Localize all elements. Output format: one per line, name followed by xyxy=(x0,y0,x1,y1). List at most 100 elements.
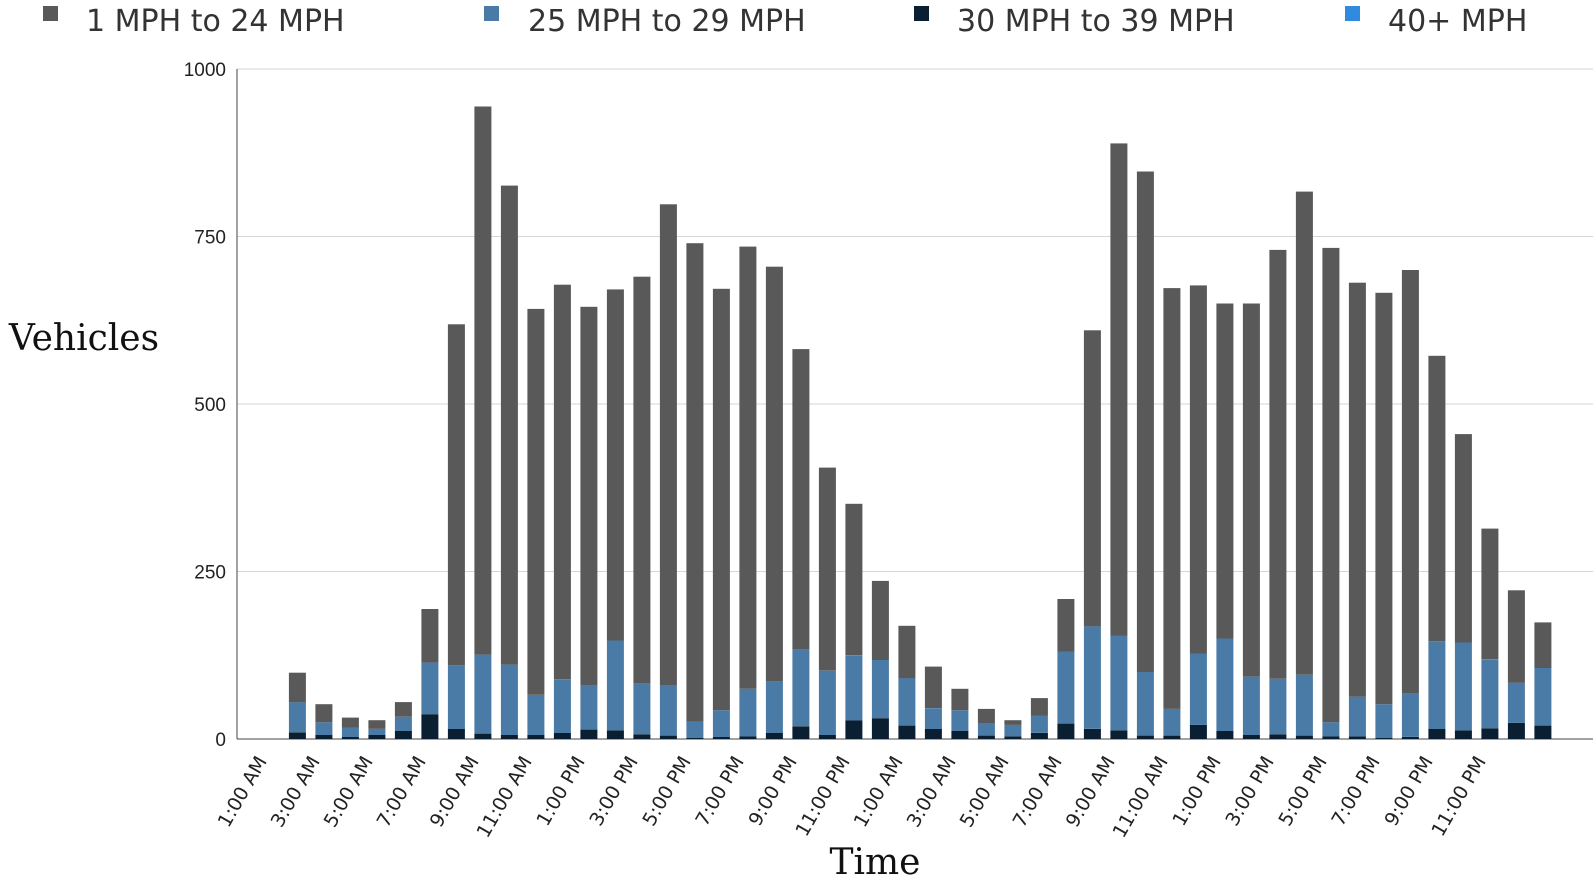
bar-segment xyxy=(447,729,465,739)
bar-segment xyxy=(1083,729,1101,739)
bar-segment xyxy=(474,106,492,655)
bar-segment xyxy=(1030,733,1048,739)
bar-segment xyxy=(1004,720,1022,725)
x-tick-label: 1:00 PM xyxy=(532,753,589,830)
bar-segment xyxy=(1216,731,1234,739)
bar-segment xyxy=(1322,722,1340,737)
bar-segment xyxy=(1110,730,1128,739)
bar-segment xyxy=(606,289,624,641)
bar-segment xyxy=(1216,638,1234,731)
bar-segment xyxy=(1110,635,1128,731)
x-tick-label: 9:00 AM xyxy=(1062,753,1120,832)
bar-segment xyxy=(1083,330,1101,627)
bar-segment xyxy=(792,649,810,727)
bar-segment xyxy=(341,717,359,728)
bar-segment xyxy=(951,688,969,711)
bar-segment xyxy=(871,659,889,719)
bar-segment xyxy=(1269,678,1287,735)
bar-segment xyxy=(712,737,730,739)
bar-segment xyxy=(474,733,492,739)
bar-segment xyxy=(606,640,624,731)
bar-segment xyxy=(341,727,359,737)
x-tick-label: 7:00 AM xyxy=(1009,753,1067,832)
legend-label: 1 MPH to 24 MPH xyxy=(86,4,345,39)
bars xyxy=(288,106,1552,739)
bar-segment xyxy=(686,721,704,738)
bar-segment xyxy=(818,735,836,739)
bar-segment xyxy=(1242,303,1260,677)
bar-segment xyxy=(421,714,439,739)
bar-segment xyxy=(1004,724,1022,737)
bar-segment xyxy=(1534,622,1552,668)
bar-segment xyxy=(977,708,995,723)
bar-segment xyxy=(288,672,306,703)
bar-segment xyxy=(1428,729,1446,739)
bar-segment xyxy=(1242,735,1260,739)
legend-label: 40+ MPH xyxy=(1388,4,1527,39)
x-tick-label: 7:00 PM xyxy=(1327,753,1384,830)
bar-segment xyxy=(739,736,757,739)
bar-segment xyxy=(1216,303,1234,639)
bar-segment xyxy=(845,655,863,721)
bar-segment xyxy=(686,737,704,739)
bar-segment xyxy=(951,710,969,731)
bar-segment xyxy=(527,694,545,735)
bar-segment xyxy=(1030,698,1048,716)
legend-swatch xyxy=(914,6,929,21)
bar-segment xyxy=(315,704,333,723)
bar-segment xyxy=(712,288,730,711)
bar-segment xyxy=(580,685,598,730)
bar-segment xyxy=(1401,693,1419,737)
bar-segment xyxy=(1083,626,1101,729)
bar-segment xyxy=(924,729,942,739)
bar-segment xyxy=(500,735,518,739)
legend-swatch xyxy=(484,6,499,21)
x-tick-label: 1:00 AM xyxy=(214,753,272,832)
bar-segment xyxy=(1507,722,1525,739)
bar-segment xyxy=(421,609,439,663)
bar-segment xyxy=(394,702,412,717)
bar-segment xyxy=(580,729,598,739)
x-axis-title: Time xyxy=(830,842,921,883)
y-tick-label: 500 xyxy=(194,395,226,416)
bar-segment xyxy=(1507,682,1525,723)
bar-segment xyxy=(1057,651,1075,724)
bar-segment xyxy=(1481,659,1499,729)
bar-segment xyxy=(977,722,995,736)
bar-segment xyxy=(1057,723,1075,739)
bar-segment xyxy=(1295,191,1313,675)
bar-segment xyxy=(1242,676,1260,735)
bar-segment xyxy=(1295,674,1313,736)
bar-segment xyxy=(686,243,704,722)
bar-segment xyxy=(553,679,571,733)
bar-segment xyxy=(1110,143,1128,636)
bar-segment xyxy=(712,710,730,737)
x-tick-label: 7:00 PM xyxy=(691,753,748,830)
y-tick-label: 1000 xyxy=(184,60,226,81)
bar-segment xyxy=(1481,528,1499,660)
bar-segment xyxy=(1481,728,1499,739)
bar-segment xyxy=(659,735,677,739)
x-tick-label: 3:00 PM xyxy=(1221,753,1278,830)
x-tick-label: 5:00 AM xyxy=(956,753,1014,832)
bar-segment xyxy=(368,729,386,735)
legend-swatch xyxy=(43,6,58,21)
bar-segment xyxy=(739,688,757,737)
bar-segment xyxy=(898,625,916,679)
bar-segment xyxy=(1136,735,1154,739)
bar-segment xyxy=(1375,704,1393,738)
x-tick-label: 3:00 AM xyxy=(903,753,961,832)
bar-segment xyxy=(1189,724,1207,739)
bar-segment xyxy=(394,731,412,739)
bar-segment xyxy=(1269,734,1287,739)
bar-segment xyxy=(553,733,571,739)
bar-segment xyxy=(1136,672,1154,736)
bar-segment xyxy=(739,246,757,689)
bar-segment xyxy=(527,308,545,695)
bar-segment xyxy=(898,678,916,726)
bar-segment xyxy=(1269,249,1287,679)
bar-segment xyxy=(421,662,439,715)
bar-segment xyxy=(1322,247,1340,723)
x-tick-label: 9:00 PM xyxy=(744,753,801,830)
bar-segment xyxy=(394,716,412,731)
